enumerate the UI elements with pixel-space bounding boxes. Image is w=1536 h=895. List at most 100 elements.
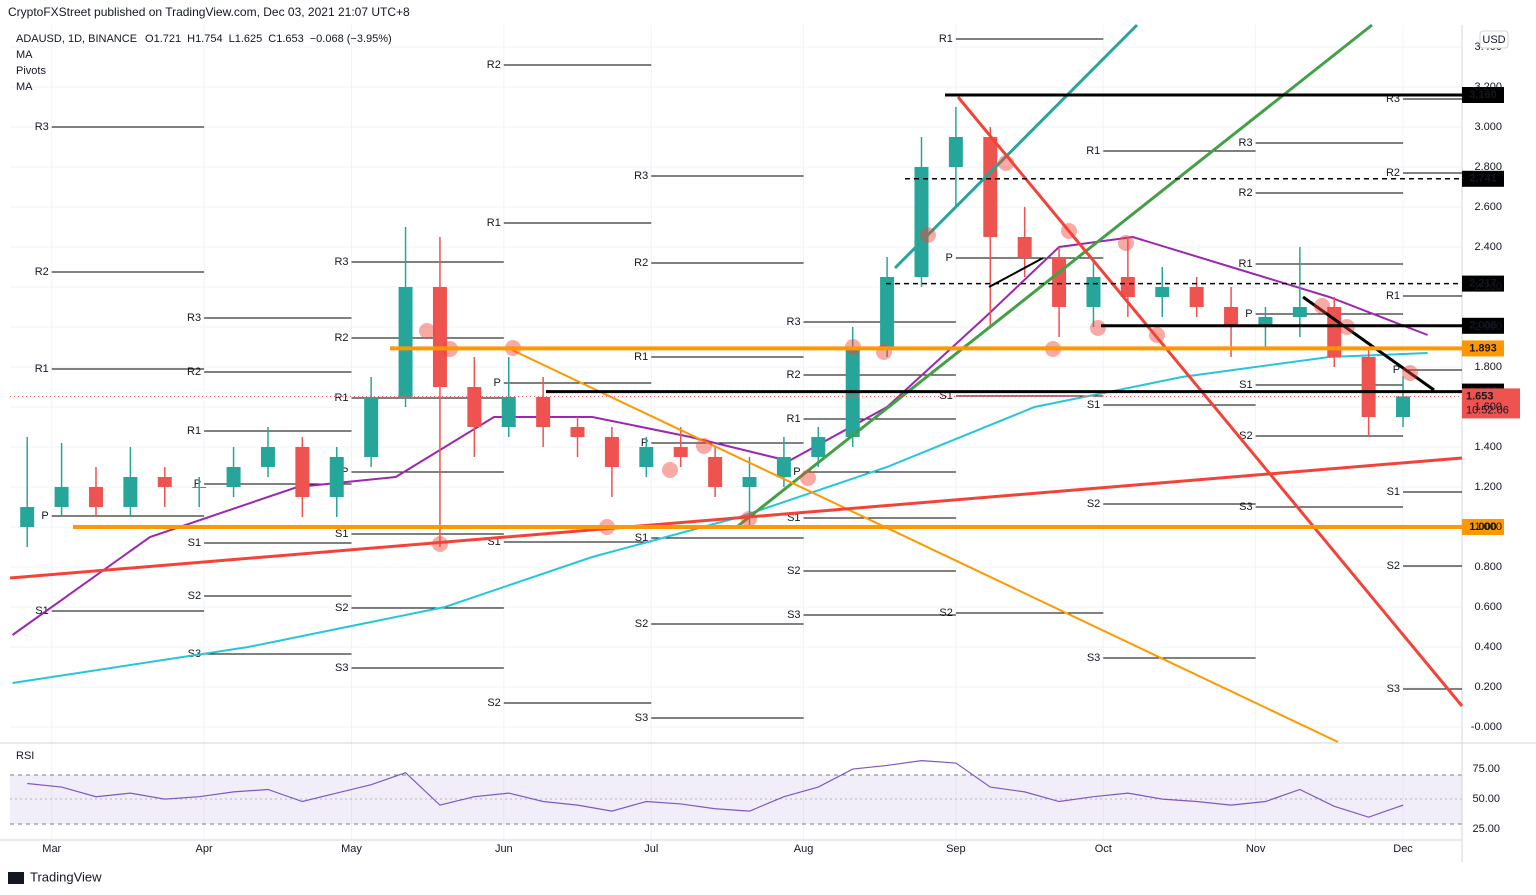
ohlc-value: O1.721 (145, 33, 181, 45)
trendline (9, 456, 1463, 580)
ohlc-value: L1.625 (229, 33, 263, 45)
candle-body (673, 447, 688, 457)
pivot-label: S2 (188, 590, 201, 602)
candle-body (1292, 307, 1307, 317)
pivot-label: P (341, 466, 348, 478)
pivot-label: R3 (787, 316, 801, 328)
candle-body (295, 447, 310, 497)
candle-body (1189, 287, 1204, 307)
touch-marker (1149, 327, 1165, 343)
change: −0.068 (−3.95%) (310, 33, 392, 45)
level-label-box (1462, 87, 1504, 103)
level-label: 1.893 (1469, 342, 1497, 354)
x-tick-label: Oct (1095, 843, 1112, 855)
x-tick-label: Jul (644, 843, 658, 855)
pivot-label: R3 (1239, 137, 1253, 149)
y-tick-label: 0.600 (1474, 601, 1502, 613)
candle-body (536, 397, 551, 427)
candle-body (880, 277, 895, 347)
levels: 3.1602.7412.2172.0061.8931.6771.0001.653… (10, 87, 1520, 535)
pivot-label: R1 (1239, 258, 1253, 270)
candle-body (1327, 307, 1342, 357)
pivot-label: R2 (634, 257, 648, 269)
pivot-label: R2 (1239, 187, 1253, 199)
y-tick-label: 3.000 (1474, 121, 1502, 133)
candle-body (983, 137, 998, 237)
pivot-label: S2 (1087, 498, 1100, 510)
pivot-label: R1 (939, 33, 953, 45)
candle-body (1224, 307, 1239, 327)
pivot-label: R3 (634, 170, 648, 182)
touch-marker (432, 536, 448, 552)
pivot-label: P (641, 437, 648, 449)
trendlines (9, 23, 1464, 743)
level-label-box (1462, 170, 1504, 187)
rsi-title: RSI (16, 750, 34, 762)
pivot-label: R2 (187, 366, 201, 378)
touch-marker (1314, 298, 1330, 314)
pivot-label: S2 (1387, 560, 1400, 572)
trendline (956, 96, 1464, 707)
rsi-tick-label: 50.00 (1472, 793, 1500, 805)
ohlc-value: C1.653 (268, 33, 303, 45)
candle-body (1120, 277, 1135, 297)
x-tick-label: Sep (946, 843, 966, 855)
level-label: 2.741 (1469, 173, 1497, 185)
pivot-label: R3 (35, 121, 49, 133)
pivot-label: P (1245, 308, 1252, 320)
indicator-label: Pivots (16, 65, 46, 77)
pivot-label: R3 (187, 312, 201, 324)
pivot-label: R1 (487, 217, 501, 229)
level-label: 2.217 (1469, 278, 1497, 290)
pivot-label: R1 (787, 413, 801, 425)
pivot-label: R2 (487, 59, 501, 71)
candle-body (260, 447, 275, 467)
y-tick-label: 2.600 (1474, 201, 1502, 213)
currency-box[interactable] (1479, 30, 1509, 49)
rsi-line (27, 760, 1404, 818)
pivot-label: S1 (335, 528, 348, 540)
candle-body (708, 457, 723, 487)
brand: TradingView (30, 869, 102, 884)
x-tick-label: Apr (196, 843, 213, 855)
grid (10, 25, 1462, 840)
pivot-label: S3 (1387, 683, 1400, 695)
y-tick-label: 2.400 (1474, 241, 1502, 253)
publisher: CryptoFXStreet published on TradingView.… (8, 5, 410, 19)
pivot-label: R1 (187, 425, 201, 437)
touch-marker (920, 227, 936, 243)
pivot-label: S2 (787, 565, 800, 577)
countdown: 10:52:06 (1466, 404, 1509, 416)
pivot-label: R1 (334, 392, 348, 404)
candle-body (20, 507, 35, 527)
touch-marker (419, 323, 435, 339)
trendline (511, 349, 1339, 743)
ohlc-value: H1.754 (187, 33, 222, 45)
pivot-label: P (1393, 364, 1400, 376)
level-label-box (1462, 275, 1504, 292)
trendline (988, 257, 1044, 288)
candle-body (226, 467, 241, 487)
pivot-label: R2 (787, 369, 801, 381)
price-label: 1.653 (1466, 390, 1494, 402)
y-tick-label: 2.000 (1474, 321, 1502, 333)
x-tick-label: Aug (794, 843, 814, 855)
symbol: ADAUSD, 1D, BINANCE (16, 33, 137, 45)
level-label-box (1462, 519, 1504, 535)
pivot-label: P (793, 466, 800, 478)
x-tick-label: May (341, 843, 362, 855)
candle-body (123, 477, 138, 507)
x-tick-label: Mar (42, 843, 61, 855)
touch-marker (741, 511, 757, 527)
candle-body (811, 437, 826, 457)
candle-body (1258, 317, 1273, 327)
touch-marker (800, 470, 816, 486)
candle-body (1361, 357, 1376, 417)
currency[interactable]: USD (1482, 34, 1505, 46)
pivot-label: S1 (1387, 486, 1400, 498)
pivot-label: R3 (334, 256, 348, 268)
touch-marker (1118, 235, 1134, 251)
candle-body (1086, 277, 1101, 307)
pivot-label: S1 (1239, 379, 1252, 391)
pivot-label: S2 (635, 618, 648, 630)
